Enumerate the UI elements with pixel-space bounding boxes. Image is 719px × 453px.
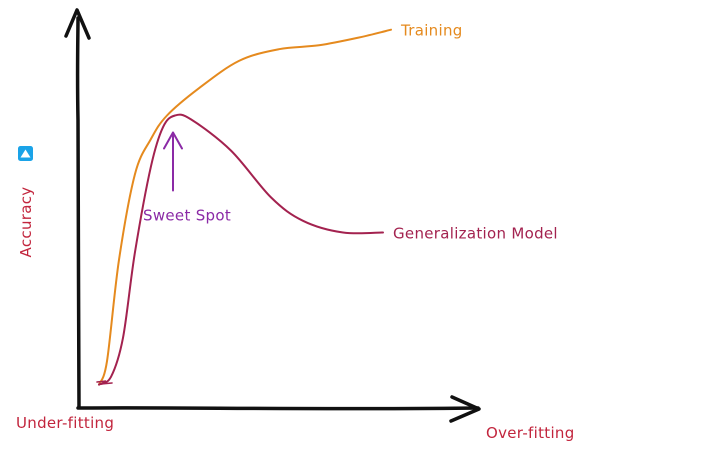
x-axis-line (76, 406, 480, 411)
series-label-1: Training (400, 22, 463, 40)
y-axis-arrowhead (64, 8, 91, 40)
x-axis-arrowhead (449, 395, 481, 423)
series-line-1 (98, 28, 392, 386)
y-axis-line (75, 16, 81, 409)
x-axis-end-label: Over-fitting (486, 424, 575, 442)
series-label-2: Generalization Model (393, 225, 558, 243)
series-layer: Training Generalization Model (96, 22, 558, 386)
annotation-layer: Sweet Spot (143, 131, 231, 225)
axes (64, 8, 481, 423)
y-axis-label: Accuracy (17, 187, 35, 258)
sweet-spot-label: Sweet Spot (143, 207, 231, 225)
sweet-spot-arrow (163, 131, 183, 192)
x-axis-start-label: Under-fitting (16, 414, 114, 432)
series-line-2 (98, 113, 384, 386)
origin-squiggle (96, 380, 113, 385)
triangle-up-icon (18, 146, 33, 161)
